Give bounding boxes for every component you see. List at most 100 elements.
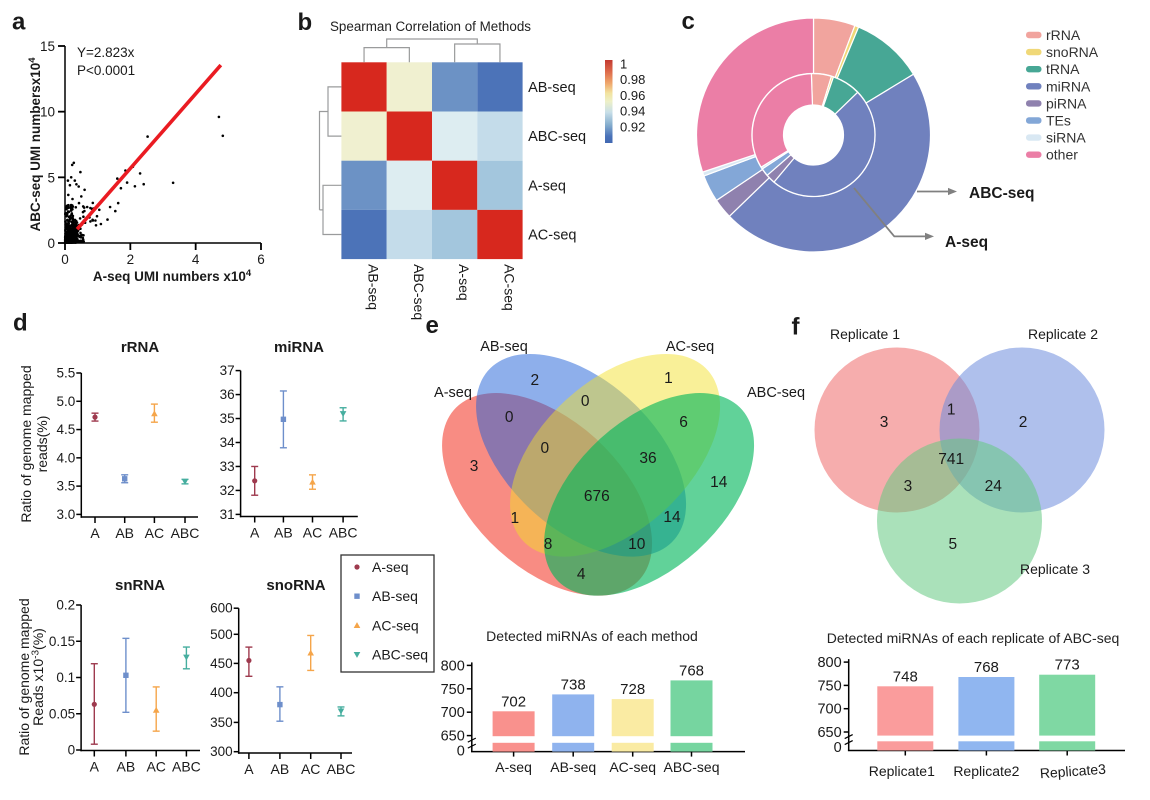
svg-text:A: A	[250, 525, 260, 541]
svg-text:Replicate2: Replicate2	[953, 763, 1019, 779]
svg-text:c: c	[682, 8, 695, 35]
svg-text:Replicate 1: Replicate 1	[830, 326, 900, 342]
svg-text:0.2: 0.2	[56, 598, 75, 613]
svg-text:ABC: ABC	[172, 759, 201, 775]
svg-text:750: 750	[817, 678, 841, 694]
svg-text:0: 0	[581, 393, 590, 410]
svg-text:snRNA: snRNA	[115, 577, 165, 594]
svg-text:350: 350	[210, 715, 233, 730]
svg-text:5: 5	[948, 536, 957, 553]
svg-text:AB-seq: AB-seq	[528, 80, 576, 96]
svg-text:A: A	[90, 525, 100, 541]
svg-text:AC-seq: AC-seq	[372, 617, 419, 633]
svg-text:AC: AC	[301, 761, 320, 777]
svg-text:0: 0	[457, 744, 465, 760]
svg-text:0: 0	[47, 236, 55, 251]
svg-text:AB: AB	[271, 761, 290, 777]
svg-text:A-seq: A-seq	[456, 264, 472, 301]
svg-text:10: 10	[40, 105, 55, 120]
svg-text:ABC-seq: ABC-seq	[663, 759, 719, 775]
svg-text:reads(%): reads(%)	[34, 416, 50, 473]
svg-text:0: 0	[540, 440, 549, 457]
svg-text:AB-seq: AB-seq	[366, 264, 382, 310]
svg-text:ABC-seq: ABC-seq	[411, 264, 427, 320]
svg-text:750: 750	[441, 682, 465, 698]
svg-text:738: 738	[561, 676, 586, 693]
svg-text:650: 650	[817, 725, 841, 741]
svg-text:650: 650	[441, 729, 465, 745]
svg-text:0: 0	[834, 740, 842, 756]
svg-text:800: 800	[441, 658, 465, 674]
svg-text:ABC: ABC	[327, 761, 356, 777]
svg-text:A: A	[244, 761, 254, 777]
svg-text:f: f	[792, 314, 801, 341]
svg-text:A-seq: A-seq	[372, 559, 409, 575]
svg-text:3.0: 3.0	[57, 507, 76, 522]
svg-text:AC-seq: AC-seq	[528, 228, 576, 244]
svg-text:snoRNA: snoRNA	[1046, 44, 1099, 60]
svg-text:36: 36	[639, 450, 656, 467]
svg-text:0: 0	[68, 743, 76, 758]
svg-text:Detected miRNAs of each method: Detected miRNAs of each method	[486, 628, 698, 644]
svg-text:500: 500	[210, 627, 233, 642]
svg-text:Spearman Correlation of Method: Spearman Correlation of Methods	[330, 19, 531, 34]
svg-text:0.1: 0.1	[56, 670, 75, 685]
svg-text:700: 700	[441, 705, 465, 721]
svg-text:A: A	[90, 759, 100, 775]
svg-text:AC: AC	[303, 525, 322, 541]
svg-text:37: 37	[220, 363, 235, 378]
svg-text:AB: AB	[274, 525, 293, 541]
svg-text:8: 8	[544, 536, 553, 553]
svg-text:Ratio of genome mapped: Ratio of genome mapped	[18, 365, 34, 522]
svg-text:676: 676	[584, 488, 610, 505]
svg-text:1: 1	[947, 402, 956, 419]
svg-text:ABC-seq: ABC-seq	[969, 185, 1034, 202]
svg-text:other: other	[1046, 147, 1078, 163]
svg-text:800: 800	[817, 655, 841, 671]
svg-text:24: 24	[985, 478, 1003, 495]
svg-text:741: 741	[938, 451, 964, 468]
svg-text:2: 2	[530, 372, 539, 389]
svg-text:36: 36	[220, 387, 235, 402]
svg-text:ABC: ABC	[171, 525, 200, 541]
svg-text:768: 768	[679, 662, 704, 679]
svg-text:300: 300	[210, 744, 233, 759]
svg-text:AB-seq: AB-seq	[550, 759, 596, 775]
svg-text:31: 31	[220, 507, 235, 522]
svg-text:0: 0	[61, 252, 69, 267]
svg-text:6: 6	[679, 414, 688, 431]
svg-text:5.5: 5.5	[57, 366, 76, 381]
svg-text:piRNA: piRNA	[1046, 95, 1087, 111]
svg-text:0.05: 0.05	[49, 706, 75, 721]
svg-text:Detected miRNAs of each replic: Detected miRNAs of each replicate of ABC…	[827, 630, 1120, 646]
svg-text:400: 400	[210, 685, 233, 700]
svg-text:0.94: 0.94	[620, 104, 645, 119]
svg-text:A-seq UMI numbers x104: A-seq UMI numbers x104	[93, 268, 252, 284]
svg-text:10: 10	[628, 536, 646, 553]
svg-text:A-seq: A-seq	[434, 385, 472, 401]
svg-text:700: 700	[817, 702, 841, 718]
svg-text:728: 728	[620, 681, 645, 698]
svg-text:0.96: 0.96	[620, 88, 645, 103]
svg-text:14: 14	[663, 509, 681, 526]
svg-text:AC: AC	[145, 525, 164, 541]
svg-text:4.0: 4.0	[57, 450, 76, 465]
svg-text:rRNA: rRNA	[121, 339, 160, 356]
svg-text:AC: AC	[146, 759, 165, 775]
svg-text:AB-seq: AB-seq	[372, 588, 418, 604]
svg-text:A-seq: A-seq	[945, 234, 988, 251]
svg-text:450: 450	[210, 656, 233, 671]
svg-text:AB: AB	[117, 759, 136, 775]
svg-text:14: 14	[710, 474, 728, 491]
svg-text:rRNA: rRNA	[1046, 27, 1081, 43]
svg-text:ABC: ABC	[329, 525, 358, 541]
svg-text:3.5: 3.5	[57, 479, 76, 494]
svg-text:AB: AB	[115, 525, 134, 541]
svg-text:5.0: 5.0	[57, 394, 76, 409]
svg-text:siRNA: siRNA	[1046, 130, 1086, 146]
svg-text:Replicate3: Replicate3	[1039, 761, 1106, 782]
svg-text:702: 702	[501, 693, 526, 710]
svg-text:3: 3	[470, 458, 479, 475]
svg-text:0: 0	[505, 409, 514, 426]
svg-text:AC-seq: AC-seq	[501, 264, 517, 311]
